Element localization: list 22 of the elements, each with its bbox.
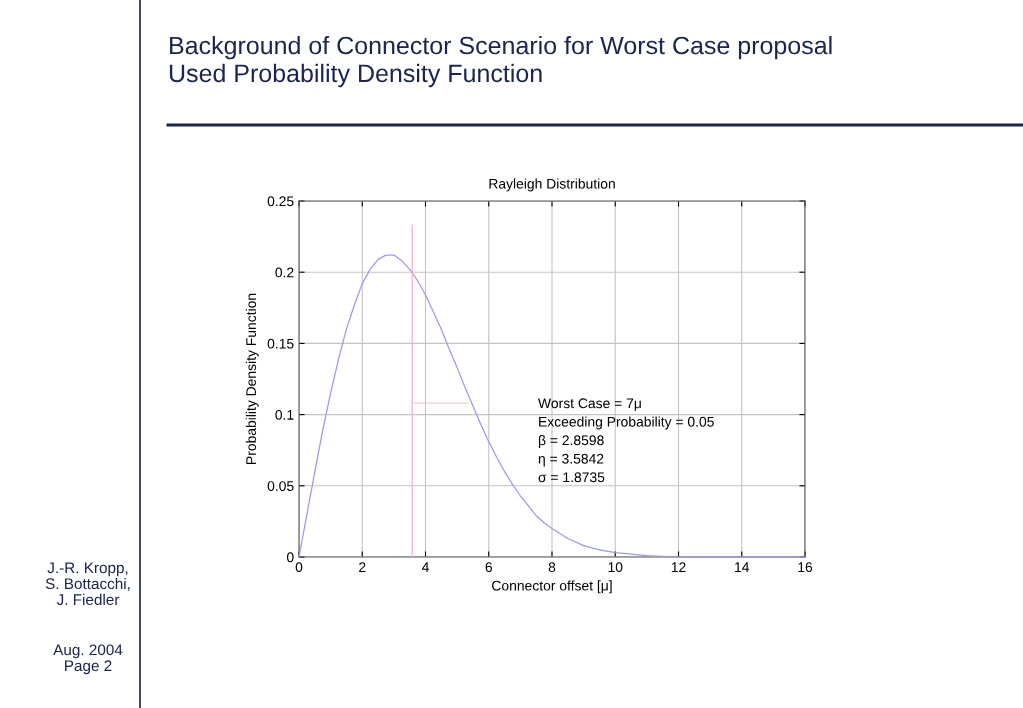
x-tick-label: 4 (421, 562, 429, 572)
chart-title: Background of Connector Scenario for Worst Case proposal Used Probability Density Function (169, 36, 832, 88)
y-tick-label: 0.25 (267, 196, 294, 207)
x-tick-label: 8 (548, 562, 556, 573)
y-axis-title: Probability Density Function (245, 293, 259, 464)
annotation: Worst Case = 7μ Exceeding Probability = 0.05 β = 2.8598 η = 3.5842 σ = 1.8735 (538, 398, 714, 483)
y-tick-label: 0.15 (267, 338, 294, 349)
y-tick-label: 0.2 (275, 267, 294, 278)
text: J.-R. Kropp, S. Bottacchi, J. Fiedler (45, 562, 130, 606)
x-tick-label: 10 (608, 562, 623, 573)
x-axis-title: Connector offset [μ] (492, 580, 612, 594)
x-tick-label: 6 (485, 562, 492, 573)
x-tick-label: 0 (295, 562, 303, 573)
chart-subtitle: Rayleigh Distribution (489, 178, 615, 192)
x-tick-label: 16 (798, 562, 813, 573)
y-tick-label: 0.1 (275, 409, 294, 420)
y-tick-label: 0 (286, 552, 294, 563)
x-tick-label: 14 (735, 562, 750, 572)
y-tick-label: 0.05 (267, 481, 294, 491)
text: Aug. 2004 Page 2 (53, 644, 123, 675)
x-tick-label: 2 (359, 562, 366, 572)
x-tick-label: 12 (671, 562, 686, 572)
